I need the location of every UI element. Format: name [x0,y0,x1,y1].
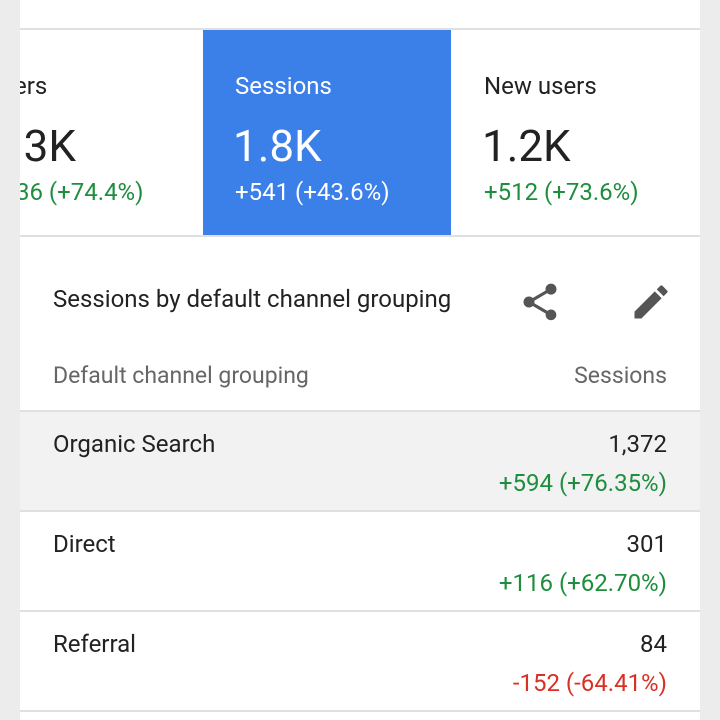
sessions-change: +116 (+62.70%) [498,569,667,597]
metric-label: Sessions [235,72,332,100]
sessions-value: 1,372 [608,430,667,458]
divider [20,235,700,237]
share-icon[interactable] [518,280,562,324]
sessions-value: 84 [640,630,667,658]
metric-value: .3K [20,120,76,172]
table-row[interactable]: Organic Search 1,372 +594 (+76.35%) [20,412,700,510]
metric-change: 36 (+74.4%) [20,178,144,206]
divider [20,510,700,512]
channel-name: Referral [53,630,136,658]
card-title: Sessions by default channel grouping [53,285,452,313]
sessions-value: 301 [626,530,667,558]
metric-tab[interactable]: New users 1.2K +512 (+73.6%) [451,30,700,236]
metric-label: ers [20,72,48,100]
table-row[interactable]: Direct 301 +116 (+62.70%) [20,512,700,610]
metric-tab[interactable]: Sessions 1.8K +541 (+43.6%) [203,30,451,236]
metric-value: 1.2K [482,120,571,172]
sessions-change: -152 (-64.41%) [512,669,667,697]
channel-name: Direct [53,530,116,558]
metric-label: New users [484,72,597,100]
sessions-change: +594 (+76.35%) [498,469,667,497]
divider [20,410,700,412]
column-header: Sessions [574,362,667,389]
edit-icon[interactable] [629,280,673,324]
report-card: ers .3K 36 (+74.4%) Sessions 1.8K +541 (… [20,0,700,720]
channel-name: Organic Search [53,430,216,458]
metric-value: 1.8K [233,120,322,172]
divider [20,28,700,30]
table-row[interactable]: Referral 84 -152 (-64.41%) [20,612,700,710]
column-header: Default channel grouping [53,362,309,389]
divider [20,610,700,612]
divider [20,710,700,712]
metric-change: +512 (+73.6%) [484,178,639,206]
metric-tab[interactable]: ers .3K 36 (+74.4%) [20,30,203,236]
metric-change: +541 (+43.6%) [235,178,390,206]
